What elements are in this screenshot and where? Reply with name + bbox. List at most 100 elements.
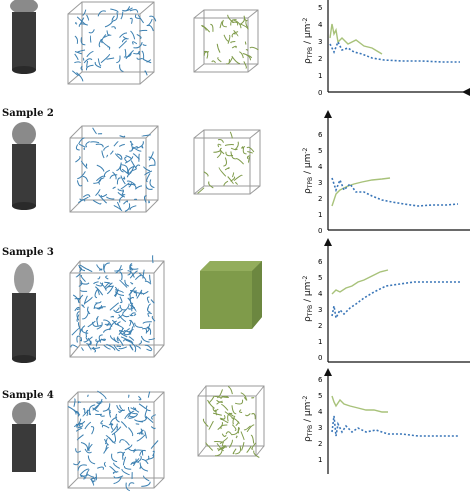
network-segment: [146, 185, 153, 190]
tick-label: 0: [318, 89, 322, 97]
tick-label: 1: [318, 456, 322, 464]
network-segment: [247, 446, 252, 452]
network-segment: [148, 304, 151, 310]
network-segment: [83, 176, 88, 181]
network-segment: [147, 349, 152, 351]
tick-label: 0: [318, 354, 322, 362]
network-segment: [149, 152, 153, 161]
network-segment: [98, 58, 101, 66]
tick-label: 4: [318, 408, 323, 416]
network-segment: [219, 167, 226, 176]
sample-3-tpb-cube: [196, 259, 266, 335]
network-segment: [104, 282, 109, 283]
tick-label: 6: [318, 376, 323, 384]
network-segment: [251, 435, 254, 443]
y-ticks: 1 2 3 4 5 6: [318, 376, 323, 464]
network-segment: [82, 305, 85, 308]
network-segment: [90, 142, 99, 143]
tick-label: 3: [318, 38, 322, 46]
network-segment: [243, 148, 246, 154]
network-segment: [93, 347, 100, 348]
network-segment: [99, 39, 101, 47]
sample-4-cylinder: [4, 402, 44, 472]
network-segment: [218, 422, 223, 429]
network-segment: [88, 456, 95, 464]
network-segment: [135, 323, 143, 328]
network-segment: [107, 30, 110, 35]
network-segment: [231, 42, 236, 43]
network-segment: [151, 427, 155, 429]
network-segment: [241, 432, 244, 440]
network-segment: [225, 168, 229, 170]
tick-label: 2: [318, 195, 322, 203]
sample-2-cylinder: [4, 122, 44, 220]
network-segment: [74, 399, 75, 407]
network-segment: [212, 61, 216, 63]
network-segment: [84, 148, 85, 150]
blue-dashed-curve: [332, 178, 458, 206]
network-segment: [91, 427, 94, 435]
tick-label: 6: [318, 258, 323, 266]
network-segment: [101, 39, 110, 48]
network-segment: [86, 65, 93, 70]
network-segment: [93, 200, 101, 204]
network-segment: [143, 322, 152, 324]
network-segment: [110, 303, 119, 311]
y-ticks: 0 1 2 3 4 5: [318, 4, 323, 97]
network-segment: [142, 146, 143, 149]
network-segment: [94, 282, 99, 284]
network-segment: [151, 441, 158, 449]
network-segment: [135, 314, 136, 316]
network-segment: [86, 337, 88, 340]
network-segment: [107, 155, 108, 157]
network-segment: [229, 440, 232, 448]
network-segment: [129, 144, 132, 151]
network-segment: [101, 194, 107, 196]
network-segment: [226, 152, 233, 156]
network-segment: [244, 61, 247, 68]
network-segment: [245, 42, 246, 45]
network-segment: [87, 61, 88, 67]
network-segment: [104, 146, 109, 151]
network-segment: [99, 335, 103, 343]
tpb-density-plot-2: ρTPB / μm-2 0 1 2 3 4 5 6: [292, 108, 472, 238]
network-segment: [120, 64, 124, 71]
network-segment: [96, 144, 103, 147]
y-axis-label: ρTPB / μm-2: [302, 17, 314, 64]
network-segment: [75, 157, 80, 163]
network-segment: [81, 276, 85, 282]
network-segment: [105, 323, 109, 324]
network-segment: [93, 128, 97, 134]
sample-2-tpb-cube: [192, 128, 262, 200]
network-segment: [73, 461, 80, 465]
network-segment: [246, 50, 248, 51]
network-segment: [138, 15, 144, 23]
network-segment: [217, 44, 220, 53]
network-segment: [235, 159, 243, 164]
network-segment: [213, 413, 222, 415]
network-segment: [123, 177, 125, 180]
network-segment: [149, 201, 150, 203]
network-segment: [85, 422, 91, 429]
network-segment: [97, 316, 99, 319]
network-segment: [223, 442, 226, 446]
network-segment: [243, 54, 251, 61]
tick-label: 5: [318, 392, 322, 400]
network-segment: [135, 275, 141, 279]
network-segment: [126, 156, 132, 159]
network-segment: [113, 187, 116, 189]
network-segment: [95, 290, 97, 298]
network-segment: [88, 345, 91, 350]
network-segment: [231, 151, 235, 158]
network-segment: [232, 425, 236, 431]
network-segment: [125, 49, 126, 56]
network-segment: [76, 428, 82, 431]
network-segment: [235, 142, 239, 150]
network-segment: [107, 58, 115, 59]
network-segment: [104, 170, 109, 177]
network-segment: [233, 173, 234, 177]
network-segment: [97, 165, 104, 171]
network-segment: [224, 35, 229, 41]
network-segment: [228, 35, 230, 44]
network-segment: [88, 395, 89, 397]
